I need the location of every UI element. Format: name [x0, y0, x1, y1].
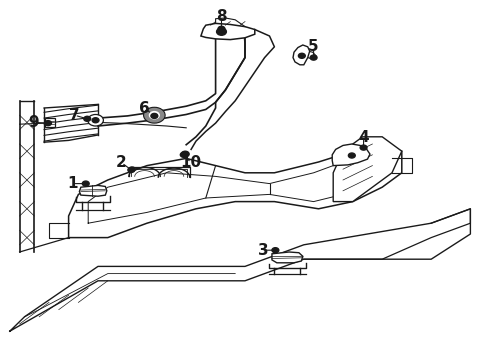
Polygon shape	[201, 23, 255, 40]
Circle shape	[272, 248, 279, 253]
FancyBboxPatch shape	[45, 118, 55, 127]
Circle shape	[181, 151, 189, 157]
Circle shape	[129, 167, 135, 171]
Circle shape	[88, 114, 103, 126]
Text: 6: 6	[139, 100, 150, 116]
Circle shape	[84, 116, 91, 121]
Circle shape	[180, 152, 187, 157]
Text: 3: 3	[258, 243, 269, 258]
Text: 1: 1	[67, 176, 78, 191]
Circle shape	[218, 26, 225, 31]
Polygon shape	[333, 137, 402, 202]
Circle shape	[360, 145, 367, 150]
Text: 5: 5	[308, 39, 319, 54]
Polygon shape	[332, 144, 370, 166]
Polygon shape	[293, 45, 310, 65]
Wedge shape	[144, 107, 165, 123]
Circle shape	[217, 28, 226, 35]
Circle shape	[82, 181, 89, 186]
Circle shape	[348, 153, 355, 158]
Polygon shape	[272, 252, 303, 263]
Circle shape	[151, 113, 158, 118]
Circle shape	[298, 53, 305, 58]
Text: 4: 4	[358, 130, 369, 145]
Text: 10: 10	[180, 155, 202, 170]
Circle shape	[128, 167, 135, 172]
Text: 2: 2	[116, 155, 127, 170]
Circle shape	[149, 112, 159, 119]
Polygon shape	[69, 144, 402, 238]
Circle shape	[45, 121, 51, 126]
Text: 9: 9	[28, 115, 39, 130]
Polygon shape	[98, 30, 245, 126]
Polygon shape	[79, 185, 107, 196]
Text: 7: 7	[69, 108, 80, 123]
Circle shape	[310, 55, 317, 60]
Circle shape	[92, 118, 99, 123]
Text: 8: 8	[216, 9, 227, 24]
